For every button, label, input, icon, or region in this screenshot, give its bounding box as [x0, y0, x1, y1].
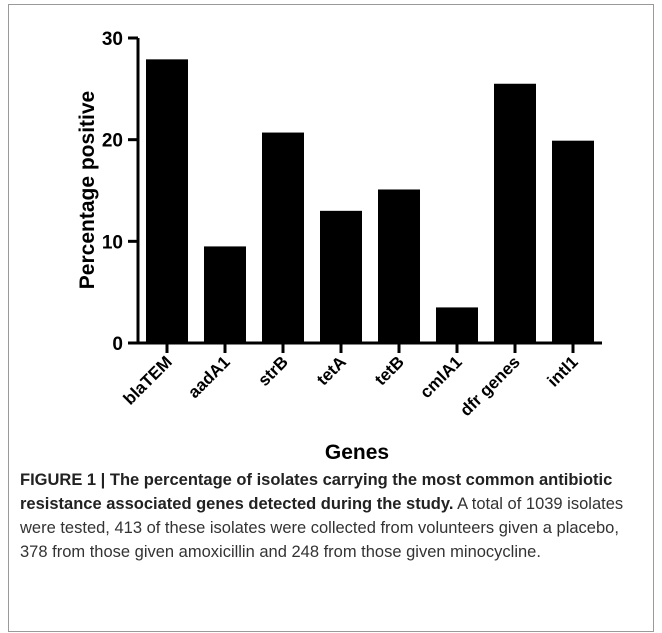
x-tick-label: dfr genes [456, 352, 524, 420]
y-tick-label: 20 [102, 131, 123, 152]
bar [146, 59, 188, 343]
x-tick-label: tetB [371, 352, 408, 389]
y-axis-label: Percentage positive [76, 91, 99, 289]
figure-caption: FIGURE 1 | The percentage of isolates ca… [20, 468, 632, 564]
bar [378, 189, 420, 343]
y-tick-label: 30 [102, 29, 123, 50]
x-tick-label: aadA1 [184, 352, 234, 402]
y-tick-label: 0 [112, 334, 123, 355]
x-tick-label: tetA [313, 352, 350, 389]
bar [494, 83, 536, 343]
bar [552, 140, 594, 343]
caption-title: FIGURE 1 | The percentage of isolates ca… [20, 471, 613, 513]
bar [320, 210, 362, 343]
y-tick-label: 10 [102, 232, 123, 253]
caption-body: A total of 1039 isolates were tested, 41… [20, 495, 624, 561]
x-tick-label: intl1 [544, 352, 582, 390]
x-axis-label: Genes [325, 441, 389, 464]
x-tick-label: strB [254, 352, 291, 389]
x-tick-label: blaTEM [120, 352, 176, 408]
x-tick-label: cmlA1 [416, 352, 466, 402]
bar [262, 132, 304, 343]
bar [436, 307, 478, 343]
bar [204, 246, 246, 343]
